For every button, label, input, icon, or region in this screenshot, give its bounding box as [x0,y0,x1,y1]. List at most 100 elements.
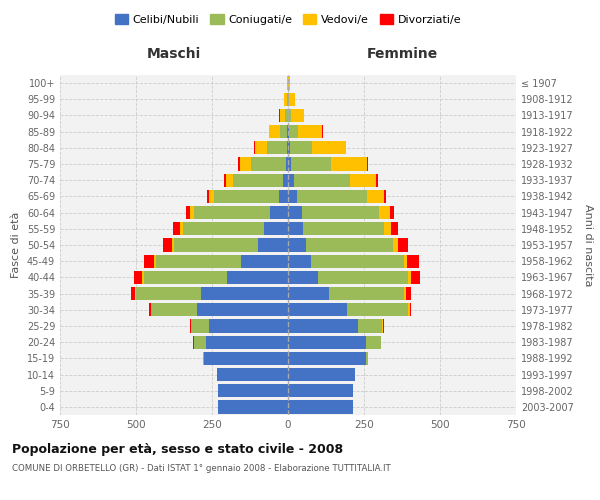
Bar [287,141,288,154]
Bar [391,222,398,235]
Bar [190,320,191,332]
Bar [279,190,288,203]
Bar [288,320,358,332]
Bar [280,125,287,138]
Bar [408,303,410,316]
Bar [194,206,270,220]
Y-axis label: Fasce di età: Fasce di età [11,212,21,278]
Text: COMUNE DI ORBETELLO (GR) - Dati ISTAT 1° gennaio 2008 - Elaborazione TUTTITALIA.: COMUNE DI ORBETELLO (GR) - Dati ISTAT 1°… [12,464,391,473]
Bar [365,352,368,365]
Bar [382,320,383,332]
Bar [358,320,382,332]
Bar [410,303,411,316]
Bar [283,174,288,187]
Bar [288,352,365,365]
Bar [202,287,288,300]
Bar [350,174,376,187]
Bar [298,125,322,138]
Bar [383,320,384,332]
Bar [209,190,214,203]
Bar [217,368,288,381]
Bar [183,222,263,235]
Bar [172,238,174,252]
Bar [238,158,240,170]
Bar [288,287,329,300]
Bar [270,206,288,220]
Bar [287,92,288,106]
Bar [291,158,331,170]
Bar [406,287,410,300]
Bar [226,174,233,187]
Legend: Celibi/Nubili, Coniugati/e, Vedovi/e, Divorziati/e: Celibi/Nubili, Coniugati/e, Vedovi/e, Di… [112,10,464,28]
Bar [303,222,384,235]
Bar [254,141,255,154]
Bar [367,158,368,170]
Bar [288,206,302,220]
Bar [288,141,290,154]
Bar [288,336,365,349]
Bar [288,222,303,235]
Bar [194,336,206,349]
Bar [288,174,294,187]
Bar [227,270,288,284]
Bar [288,190,297,203]
Bar [411,270,420,284]
Bar [269,125,280,138]
Bar [151,303,197,316]
Bar [241,254,288,268]
Bar [288,254,311,268]
Text: Femmine: Femmine [367,48,437,62]
Bar [156,254,241,268]
Bar [284,92,287,106]
Bar [288,125,289,138]
Bar [131,287,135,300]
Bar [384,190,386,203]
Bar [288,384,353,398]
Bar [257,238,288,252]
Bar [136,287,202,300]
Bar [142,270,143,284]
Bar [218,400,288,413]
Bar [290,141,313,154]
Bar [288,238,306,252]
Bar [407,254,419,268]
Bar [289,92,295,106]
Bar [203,352,205,365]
Bar [288,368,355,381]
Bar [209,320,288,332]
Bar [289,125,298,138]
Bar [197,303,288,316]
Bar [313,141,346,154]
Bar [149,303,151,316]
Bar [384,222,391,235]
Bar [365,336,381,349]
Bar [255,141,267,154]
Bar [329,287,404,300]
Bar [163,238,172,252]
Bar [143,254,154,268]
Bar [289,76,290,90]
Bar [404,287,406,300]
Bar [193,336,194,349]
Bar [408,270,411,284]
Bar [134,270,142,284]
Bar [233,174,283,187]
Bar [393,238,398,252]
Bar [294,174,350,187]
Bar [311,254,404,268]
Bar [286,158,288,170]
Y-axis label: Anni di nascita: Anni di nascita [583,204,593,286]
Bar [390,206,394,220]
Bar [379,206,390,220]
Bar [319,270,408,284]
Bar [280,109,285,122]
Bar [288,92,289,106]
Bar [381,336,382,349]
Bar [218,384,288,398]
Bar [287,125,288,138]
Bar [206,336,288,349]
Bar [135,287,136,300]
Bar [404,254,407,268]
Bar [285,109,287,122]
Bar [367,190,384,203]
